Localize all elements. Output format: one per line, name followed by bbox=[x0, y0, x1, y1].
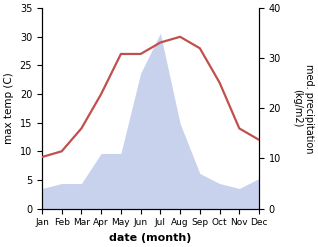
Y-axis label: max temp (C): max temp (C) bbox=[4, 72, 14, 144]
X-axis label: date (month): date (month) bbox=[109, 233, 192, 243]
Y-axis label: med. precipitation
(kg/m2): med. precipitation (kg/m2) bbox=[292, 64, 314, 153]
